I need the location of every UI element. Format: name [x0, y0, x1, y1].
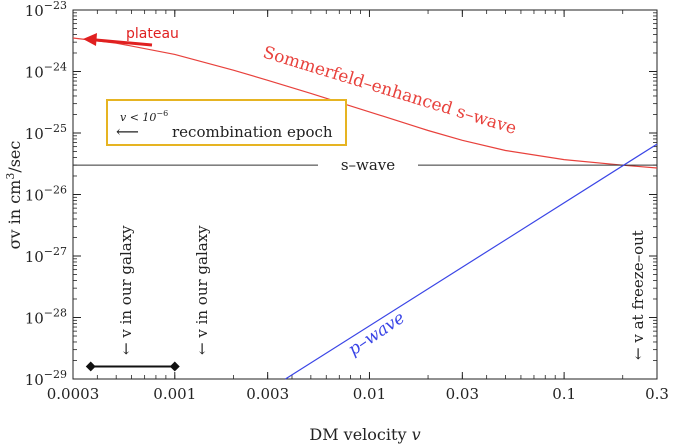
x-tick-label: 0.0003: [47, 385, 100, 403]
recombination-arrow-icon: ⟵: [116, 122, 139, 141]
series-group: [72, 37, 658, 380]
x-tick-label: 0.3: [645, 385, 669, 403]
swave-label: s–wave: [341, 156, 395, 174]
y-tick-labels: 10−23 10−24 10−25 10−26 10−27 10−28 10−29: [25, 0, 67, 389]
x-tick-label: 0.03: [446, 385, 479, 403]
swave-label-background: [320, 154, 416, 174]
y-tick-label: 10−25: [25, 122, 67, 143]
y-tick-label: 10−24: [25, 61, 67, 82]
galaxy-range-right-marker: [169, 361, 180, 372]
galaxy-label-right: ← v in our galaxy: [193, 225, 211, 355]
x-tick-label: 0.01: [353, 385, 386, 403]
sommerfeld-curve: [72, 37, 658, 169]
recombination-condition: v < 10−6: [120, 109, 168, 124]
plot-frame: [72, 9, 658, 380]
recombination-text: recombination epoch: [172, 123, 333, 141]
y-tick-label: 10−29: [25, 368, 67, 389]
x-tick-labels: 0.0003 0.001 0.003 0.01 0.03 0.1 0.3: [47, 385, 669, 403]
freezeout-label: ← v at freeze–out: [629, 230, 647, 360]
y-tick-label: 10−23: [25, 0, 67, 20]
recombination-box: [106, 99, 347, 146]
plateau-label: plateau: [126, 26, 179, 42]
x-tick-label: 0.1: [552, 385, 576, 403]
plateau-arrow-shaft: [95, 38, 153, 47]
x-tick-label: 0.001: [153, 385, 196, 403]
y-tick-label: 10−28: [25, 307, 67, 328]
y-tick-label: 10−27: [25, 245, 67, 266]
x-tick-label: 0.003: [246, 385, 289, 403]
plateau-arrow-head: [83, 33, 97, 46]
pwave-line: [285, 143, 658, 380]
y-axis-label: σv in cm3/sec: [4, 141, 24, 250]
y-tick-label: 10−26: [25, 184, 67, 205]
galaxy-label-left: ← v in our galaxy: [117, 225, 135, 355]
axis-ticks: [72, 9, 658, 380]
x-axis-label: DM velocity v: [309, 425, 420, 444]
